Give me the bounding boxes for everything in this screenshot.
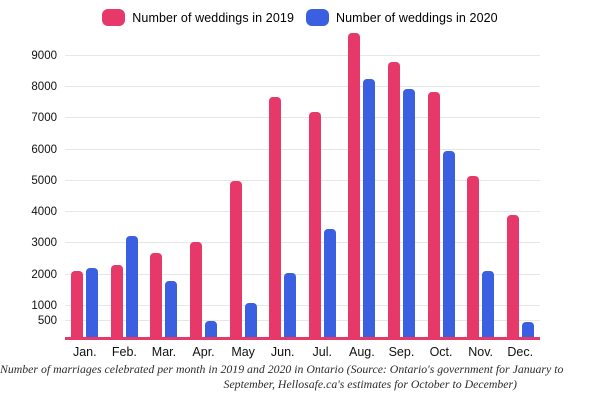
bar-group-jun bbox=[269, 96, 297, 337]
x-tick-label-dec: Dec. bbox=[507, 345, 534, 359]
gridline-8000 bbox=[65, 86, 540, 88]
bar-2020-jan bbox=[86, 268, 99, 337]
gridline-2000 bbox=[65, 273, 540, 275]
bar-2019-jan bbox=[71, 271, 84, 337]
bar-group-dec bbox=[506, 215, 534, 337]
legend-label-2019: Number of weddings in 2019 bbox=[132, 10, 294, 25]
x-tick-label-oct: Oct. bbox=[429, 345, 453, 359]
bar-group-oct bbox=[427, 91, 455, 337]
legend-swatch-2019-icon bbox=[102, 9, 126, 26]
y-tick-label-7000: 7000 bbox=[31, 112, 57, 125]
gridline-500 bbox=[65, 320, 540, 322]
bar-2019-sep bbox=[387, 62, 400, 337]
bar-2020-apr bbox=[205, 321, 218, 337]
bar-2019-mar bbox=[150, 252, 163, 337]
y-tick-label-4000: 4000 bbox=[31, 206, 57, 219]
gridline-1000 bbox=[65, 304, 540, 306]
gridline-5000 bbox=[65, 179, 540, 181]
bar-group-feb bbox=[110, 235, 138, 337]
bar-2019-jul bbox=[308, 112, 321, 337]
bar-group-jul bbox=[308, 112, 336, 337]
gridline-6000 bbox=[65, 148, 540, 150]
caption-line-1: Number of marriages celebrated per month… bbox=[0, 362, 564, 376]
bar-group-mar bbox=[150, 252, 178, 337]
gridline-7000 bbox=[65, 117, 540, 119]
x-tick-label-aug: Aug. bbox=[349, 345, 375, 359]
gridline-3000 bbox=[65, 242, 540, 244]
bar-2020-jul bbox=[323, 229, 336, 337]
y-tick-label-9000: 9000 bbox=[31, 49, 57, 62]
x-tick-label-sep: Sep. bbox=[388, 345, 415, 359]
y-tick-label-6000: 6000 bbox=[31, 143, 57, 156]
bar-2020-nov bbox=[482, 271, 495, 337]
bar-2019-feb bbox=[110, 265, 123, 337]
y-tick-label-1000: 1000 bbox=[31, 299, 57, 312]
legend-label-2020: Number of weddings in 2020 bbox=[336, 10, 498, 25]
gridline-4000 bbox=[65, 211, 540, 213]
bar-group-jan bbox=[71, 268, 99, 337]
bar-2019-dec bbox=[506, 215, 519, 337]
x-tick-label-may: May bbox=[231, 345, 255, 359]
bar-2020-aug bbox=[363, 79, 376, 337]
bar-group-may bbox=[229, 180, 257, 337]
bar-group-apr bbox=[190, 241, 218, 337]
bar-2019-apr bbox=[190, 241, 203, 337]
y-tick-label-5000: 5000 bbox=[31, 174, 57, 187]
bar-2019-jun bbox=[269, 96, 282, 337]
bar-2020-may bbox=[244, 302, 257, 337]
bar-2020-dec bbox=[521, 322, 534, 337]
bar-2019-nov bbox=[467, 176, 480, 337]
legend-item-2020: Number of weddings in 2020 bbox=[306, 9, 498, 26]
legend-swatch-2020-icon bbox=[306, 9, 329, 26]
bar-2019-oct bbox=[427, 91, 440, 337]
bar-2020-feb bbox=[125, 235, 138, 337]
bar-2020-sep bbox=[402, 88, 415, 337]
bar-2019-may bbox=[229, 180, 242, 337]
y-tick-label-2000: 2000 bbox=[31, 268, 57, 281]
legend-item-2019: Number of weddings in 2019 bbox=[102, 9, 294, 26]
bar-group-aug bbox=[348, 32, 376, 337]
bar-2020-jun bbox=[284, 273, 297, 337]
x-tick-label-jun: Jun. bbox=[270, 345, 295, 359]
y-tick-label-500: 500 bbox=[37, 315, 57, 328]
x-tick-label-apr: Apr. bbox=[192, 345, 215, 359]
x-tick-label-jan: Jan. bbox=[72, 345, 97, 359]
caption-line-2: September, Hellosafe.ca's estimates for … bbox=[223, 377, 517, 391]
x-tick-label-nov: Nov. bbox=[468, 345, 494, 359]
bar-2020-mar bbox=[165, 280, 178, 337]
chart-legend: Number of weddings in 2019 Number of wed… bbox=[0, 9, 600, 26]
x-tick-label-mar: Mar. bbox=[151, 345, 177, 359]
y-tick-label-3000: 3000 bbox=[31, 237, 57, 250]
chart-caption: Number of marriages celebrated per month… bbox=[0, 362, 564, 392]
y-tick-label-8000: 8000 bbox=[31, 81, 57, 94]
bar-2020-oct bbox=[442, 151, 455, 337]
bar-group-nov bbox=[467, 176, 495, 337]
gridline-9000 bbox=[65, 54, 540, 56]
bar-2019-aug bbox=[348, 32, 361, 337]
bar-group-sep bbox=[387, 62, 415, 337]
plot-area bbox=[65, 31, 540, 340]
x-tick-label-feb: Feb. bbox=[111, 345, 137, 359]
x-tick-label-jul: Jul. bbox=[312, 345, 332, 359]
